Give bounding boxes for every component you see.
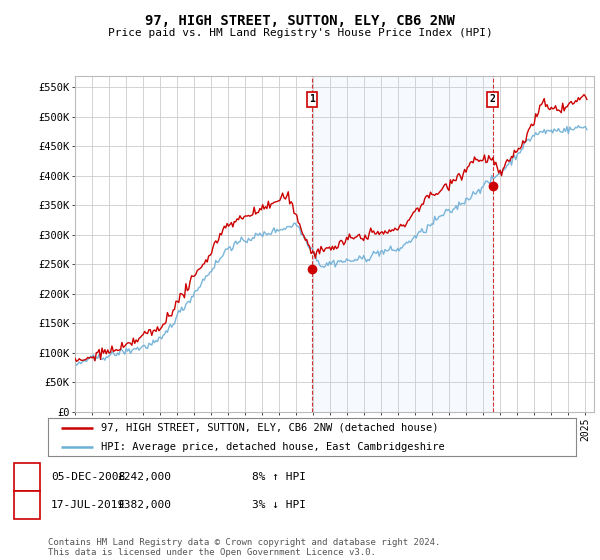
Text: 2: 2 xyxy=(23,500,31,510)
Text: 97, HIGH STREET, SUTTON, ELY, CB6 2NW: 97, HIGH STREET, SUTTON, ELY, CB6 2NW xyxy=(145,14,455,28)
Text: 1: 1 xyxy=(309,94,315,104)
Bar xyxy=(312,76,493,412)
Text: HPI: Average price, detached house, East Cambridgeshire: HPI: Average price, detached house, East… xyxy=(101,442,445,452)
Text: 8% ↑ HPI: 8% ↑ HPI xyxy=(252,472,306,482)
Text: Contains HM Land Registry data © Crown copyright and database right 2024.
This d: Contains HM Land Registry data © Crown c… xyxy=(48,538,440,557)
Text: £242,000: £242,000 xyxy=(117,472,171,482)
Text: 05-DEC-2008: 05-DEC-2008 xyxy=(51,472,125,482)
Text: Price paid vs. HM Land Registry's House Price Index (HPI): Price paid vs. HM Land Registry's House … xyxy=(107,28,493,38)
Text: 2: 2 xyxy=(490,94,496,104)
Text: 3% ↓ HPI: 3% ↓ HPI xyxy=(252,500,306,510)
Text: 97, HIGH STREET, SUTTON, ELY, CB6 2NW (detached house): 97, HIGH STREET, SUTTON, ELY, CB6 2NW (d… xyxy=(101,423,438,433)
Text: 1: 1 xyxy=(23,472,31,482)
Text: £382,000: £382,000 xyxy=(117,500,171,510)
Text: 17-JUL-2019: 17-JUL-2019 xyxy=(51,500,125,510)
